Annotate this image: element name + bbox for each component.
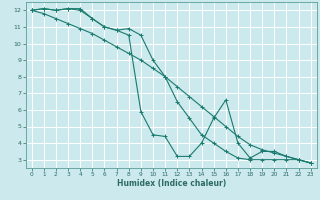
X-axis label: Humidex (Indice chaleur): Humidex (Indice chaleur)	[116, 179, 226, 188]
